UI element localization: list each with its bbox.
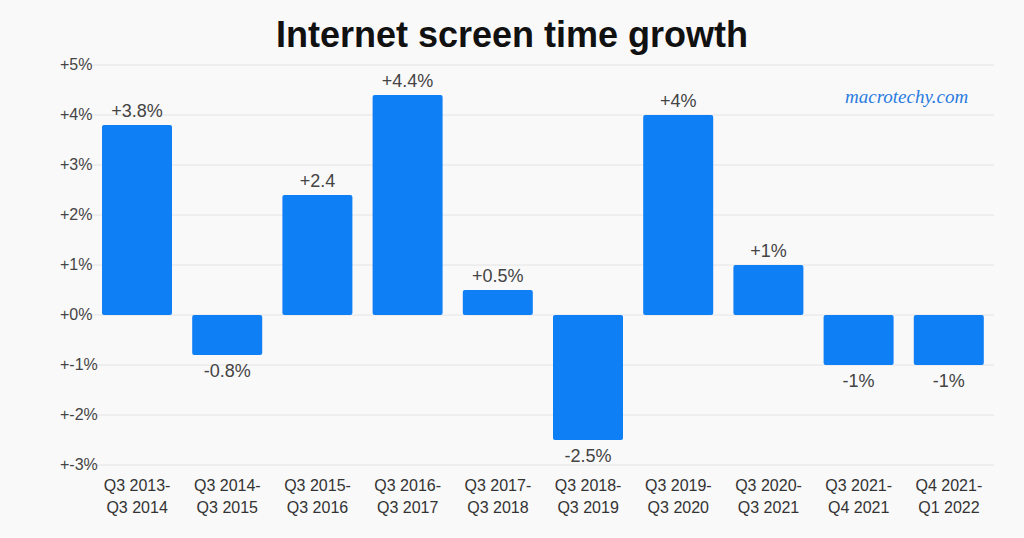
svg-text:-1%: -1%: [843, 371, 875, 391]
svg-text:Q3 2015: Q3 2015: [197, 499, 258, 516]
svg-text:-1%: -1%: [933, 371, 965, 391]
svg-text:Q3 2015-: Q3 2015-: [284, 477, 351, 494]
svg-text:Q3 2018-: Q3 2018-: [555, 477, 622, 494]
svg-text:+1%: +1%: [60, 256, 92, 273]
svg-text:+2.4: +2.4: [300, 171, 336, 191]
svg-text:Q3 2014: Q3 2014: [106, 499, 167, 516]
svg-text:+0%: +0%: [60, 306, 92, 323]
svg-text:Q3 2021: Q3 2021: [738, 499, 799, 516]
svg-text:Q3 2017: Q3 2017: [377, 499, 438, 516]
svg-text:+-1%: +-1%: [60, 356, 98, 373]
html-text:macrotechy.com: macrotechy.com: [845, 86, 969, 107]
svg-text:Q3 2020-: Q3 2020-: [735, 477, 802, 494]
svg-text:Q4 2021-: Q4 2021-: [916, 477, 983, 494]
svg-text:Q3 2016: Q3 2016: [287, 499, 348, 516]
svg-text:+5%: +5%: [60, 56, 92, 73]
svg-text:-0.8%: -0.8%: [204, 361, 251, 381]
svg-text:+-2%: +-2%: [60, 406, 98, 423]
svg-text:Q3 2019: Q3 2019: [557, 499, 618, 516]
svg-text:+4.4%: +4.4%: [382, 71, 434, 91]
svg-text:Q3 2016-: Q3 2016-: [374, 477, 441, 494]
svg-text:Q3 2013-: Q3 2013-: [104, 477, 171, 494]
svg-text:+3.8%: +3.8%: [111, 101, 163, 121]
svg-text:Q3 2017-: Q3 2017-: [465, 477, 532, 494]
svg-text:+1%: +1%: [750, 241, 787, 261]
svg-text:+3%: +3%: [60, 156, 92, 173]
svg-text:Q1 2022: Q1 2022: [918, 499, 979, 516]
svg-text:+2%: +2%: [60, 206, 92, 223]
svg-text:Q3 2019-: Q3 2019-: [645, 477, 712, 494]
svg-text:+-3%: +-3%: [60, 456, 98, 473]
svg-text:+4%: +4%: [60, 106, 92, 123]
svg-text:+4%: +4%: [660, 91, 697, 111]
svg-text:Q3 2021-: Q3 2021-: [825, 477, 892, 494]
svg-text:Q3 2018: Q3 2018: [467, 499, 528, 516]
svg-text:Q3 2014-: Q3 2014-: [194, 477, 261, 494]
html-text:Internet screen time growth: Internet screen time growth: [275, 14, 748, 55]
svg-text:+0.5%: +0.5%: [472, 266, 524, 286]
svg-text:-2.5%: -2.5%: [564, 446, 611, 466]
svg-text:Q3 2020: Q3 2020: [648, 499, 709, 516]
svg-text:Q4 2021: Q4 2021: [828, 499, 889, 516]
